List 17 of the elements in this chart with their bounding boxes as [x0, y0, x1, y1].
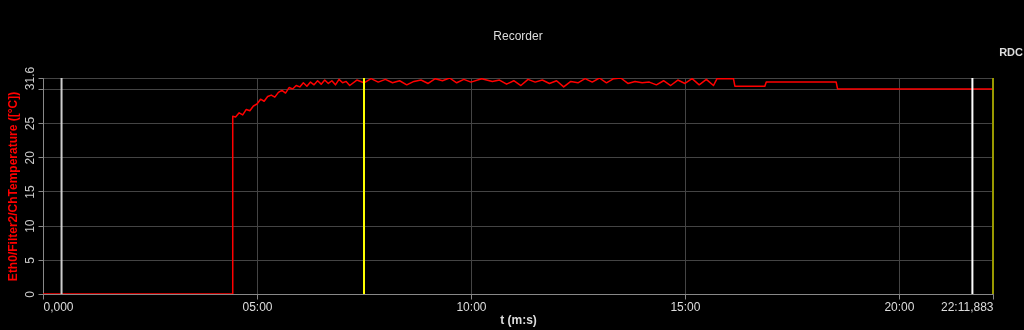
x-tick-label: 05:00: [242, 299, 273, 314]
y-tick-label: 20: [22, 150, 37, 165]
chart-title: Recorder: [493, 29, 543, 43]
y-tick-label: 25: [22, 116, 37, 131]
x-tick-label: 10:00: [456, 299, 487, 314]
y-axis-title: Eth0/Filter2/ChTemperature ([°C]): [5, 91, 20, 282]
x-axis-title: t (m:s): [500, 312, 537, 327]
y-tick-label: 15: [22, 184, 37, 199]
x-tick-label: 20:00: [884, 299, 915, 314]
y-tick-label: 5: [22, 256, 37, 264]
y-tick-label: 10: [22, 219, 37, 233]
y-tick-label: 0: [22, 290, 37, 298]
text: RDC: [999, 46, 1024, 58]
x-tick-label: 15:00: [670, 299, 701, 314]
y-tick-label: 31.6: [22, 66, 37, 91]
x-tick-label: 22:11,883: [941, 299, 994, 314]
x-tick-label: 0,000: [43, 299, 74, 314]
